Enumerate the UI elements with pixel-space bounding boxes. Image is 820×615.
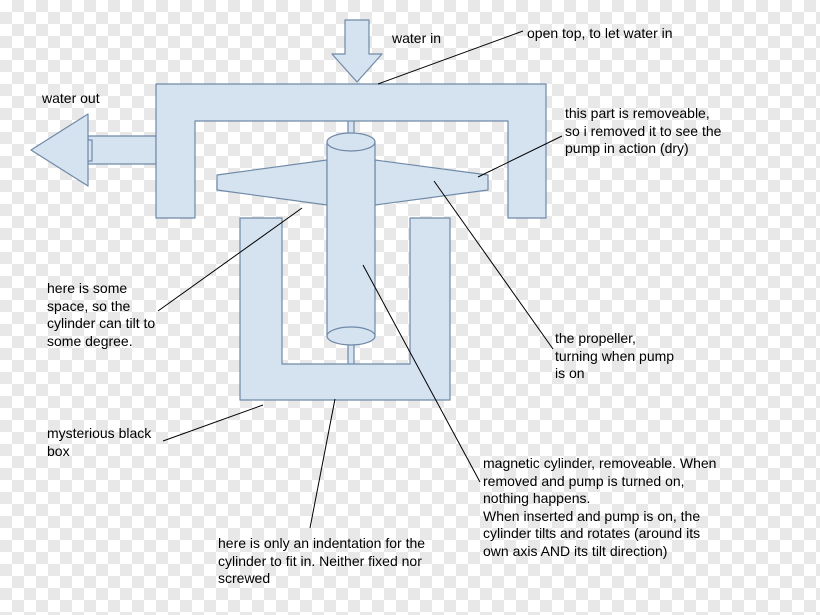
- label-water-out: water out: [42, 90, 100, 108]
- label-mag-cyl: magnetic cylinder, removeable. When remo…: [483, 455, 716, 560]
- label-removable: this part is removeable, so i removed it…: [565, 105, 721, 158]
- label-water-in: water in: [392, 30, 441, 48]
- diagram-canvas: water in open top, to let water in water…: [0, 0, 820, 615]
- label-black-box: mysterious black box: [47, 425, 151, 460]
- label-indent: here is only an indentation for the cyli…: [218, 535, 425, 588]
- label-open-top: open top, to let water in: [527, 25, 673, 43]
- label-propeller: the propeller, turning when pump is on: [555, 330, 674, 383]
- label-space: here is some space, so the cylinder can …: [47, 280, 155, 350]
